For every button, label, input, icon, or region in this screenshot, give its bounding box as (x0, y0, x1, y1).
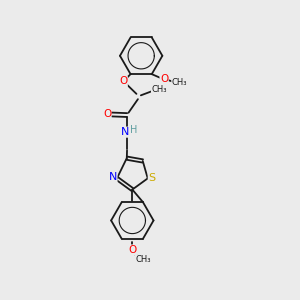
Text: O: O (103, 110, 111, 119)
Text: O: O (160, 74, 168, 84)
Text: N: N (122, 127, 130, 137)
Text: O: O (119, 76, 127, 86)
Text: CH₃: CH₃ (172, 79, 187, 88)
Text: S: S (148, 173, 155, 183)
Text: H: H (130, 125, 137, 135)
Text: CH₃: CH₃ (152, 85, 167, 94)
Text: O: O (128, 245, 136, 255)
Text: CH₃: CH₃ (135, 255, 151, 264)
Text: N: N (109, 172, 117, 182)
